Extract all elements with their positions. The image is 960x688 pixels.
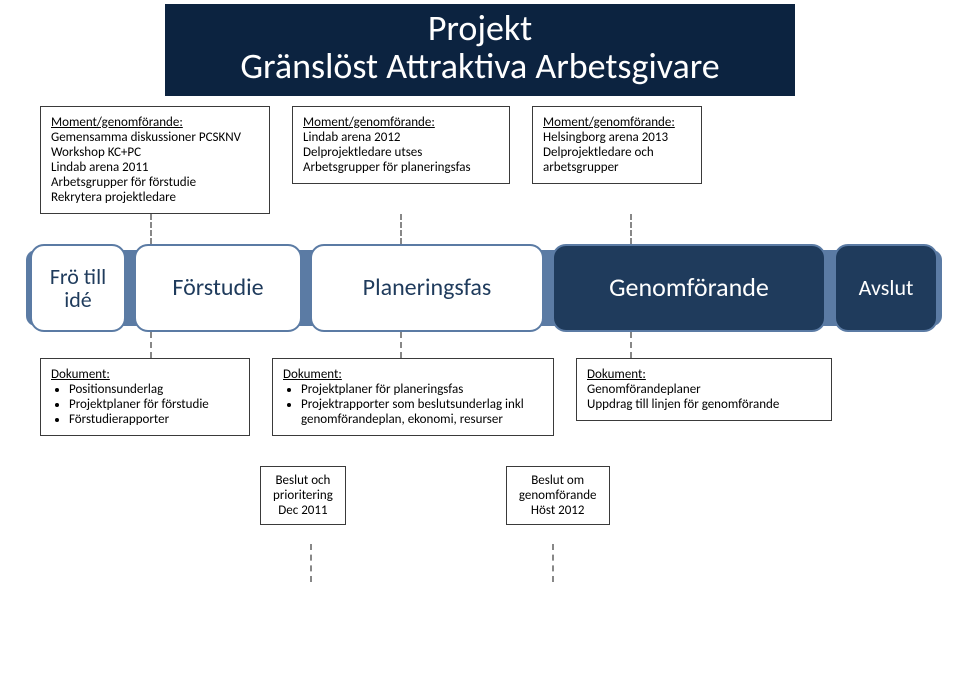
moment-line: Arbetsgrupper för förstudie <box>51 175 259 190</box>
doc-bullet: Projektplaner för förstudie <box>69 397 239 412</box>
moment-line: arbetsgrupper <box>543 160 691 175</box>
moment-header: Moment/genomförande: <box>543 115 691 130</box>
moment-line: Lindab arena 2011 <box>51 160 259 175</box>
moment-line: Delprojektledare utses <box>303 145 499 160</box>
title-line1: Projekt <box>177 10 783 48</box>
moment-line: Arbetsgrupper för planeringsfas <box>303 160 499 175</box>
doc-bullet: Projektrapporter som beslutsunderlag ink… <box>301 397 543 427</box>
decisions-row: Beslut ochprioriteringDec 2011 Beslut omg… <box>0 436 960 525</box>
moment-header: Moment/genomförande: <box>51 115 259 130</box>
title-line2: Gränslöst Attraktiva Arbetsgivare <box>177 48 783 86</box>
phase-box: Genomförande <box>552 244 826 332</box>
moment-line: Rekrytera projektledare <box>51 190 259 205</box>
phase-box: Förstudie <box>134 244 302 332</box>
doc-header: Dokument: <box>51 367 239 382</box>
doc-bullets: Projektplaner för planeringsfasProjektra… <box>283 382 543 427</box>
doc-header: Dokument: <box>587 367 821 382</box>
decision-box: Beslut omgenomförandeHöst 2012 <box>506 466 610 525</box>
doc-box: Dokument:GenomförandeplanerUppdrag till … <box>576 358 832 421</box>
connector-bottom <box>150 332 154 358</box>
docs-row: Dokument:PositionsunderlagProjektplaner … <box>0 334 960 436</box>
moment-line: Delprojektledare och <box>543 145 691 160</box>
doc-bullet: Förstudierapporter <box>69 412 239 427</box>
connector-decision <box>310 544 314 582</box>
moment-box: Moment/genomförande:Helsingborg arena 20… <box>532 106 702 184</box>
doc-header: Dokument: <box>283 367 543 382</box>
doc-line: Uppdrag till linjen för genomförande <box>587 397 821 412</box>
moment-line: Lindab arena 2012 <box>303 130 499 145</box>
moment-box: Moment/genomförande:Lindab arena 2012Del… <box>292 106 510 184</box>
decision-line: Höst 2012 <box>519 503 597 518</box>
decision-line: genomförande <box>519 488 597 503</box>
moments-row: Moment/genomförande:Gemensamma diskussio… <box>0 96 960 214</box>
decision-box: Beslut ochprioriteringDec 2011 <box>260 466 346 525</box>
doc-box: Dokument:PositionsunderlagProjektplaner … <box>40 358 250 436</box>
connector-decision <box>552 544 556 582</box>
decision-line: Beslut och <box>273 473 333 488</box>
doc-box: Dokument:Projektplaner för planeringsfas… <box>272 358 554 436</box>
decision-line: Dec 2011 <box>273 503 333 518</box>
connector-top <box>630 214 634 244</box>
doc-bullet: Positionsunderlag <box>69 382 239 397</box>
doc-line: Genomförandeplaner <box>587 382 821 397</box>
phase-box: Avslut <box>834 244 938 332</box>
moment-header: Moment/genomförande: <box>303 115 499 130</box>
decision-line: prioritering <box>273 488 333 503</box>
doc-bullets: PositionsunderlagProjektplaner för först… <box>51 382 239 427</box>
decision-line: Beslut om <box>519 473 597 488</box>
phase-box: Frö till idé <box>30 244 126 332</box>
moment-box: Moment/genomförande:Gemensamma diskussio… <box>40 106 270 214</box>
connector-top <box>150 214 154 244</box>
moment-line: Helsingborg arena 2013 <box>543 130 691 145</box>
phases-row: Frö till idéFörstudiePlaneringsfasGenomf… <box>0 242 960 334</box>
moment-line: Workshop KC+PC <box>51 145 259 160</box>
connector-bottom <box>630 332 634 358</box>
connector-top <box>400 214 404 244</box>
moment-line: Gemensamma diskussioner PCSKNV <box>51 130 259 145</box>
phase-box: Planeringsfas <box>310 244 544 332</box>
title-box: Projekt Gränslöst Attraktiva Arbetsgivar… <box>165 4 795 96</box>
doc-bullet: Projektplaner för planeringsfas <box>301 382 543 397</box>
connector-bottom <box>400 332 404 358</box>
